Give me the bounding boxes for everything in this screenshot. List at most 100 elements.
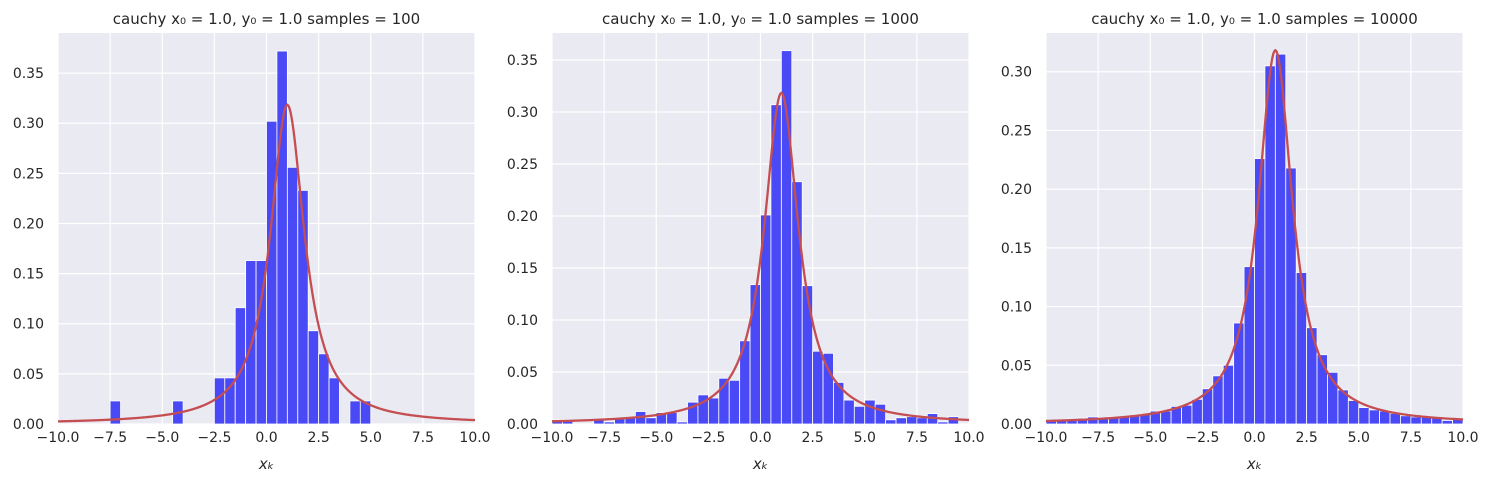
histogram-bar — [307, 330, 320, 425]
histogram-bar — [885, 419, 897, 425]
x-tick-label: −10.0 — [531, 430, 574, 446]
x-tick-label: 10.0 — [459, 430, 490, 446]
histogram-bar — [895, 417, 907, 425]
x-tick-label: −2.5 — [1185, 430, 1219, 446]
histogram-bar — [864, 399, 876, 425]
histogram-bar — [1358, 407, 1370, 425]
histogram-bar — [1347, 400, 1360, 425]
histogram-bar — [1285, 167, 1297, 425]
chart-title: cauchy x₀ = 1.0, y₀ = 1.0 samples = 1000 — [602, 10, 919, 28]
y-tick-label: 0.10 — [13, 317, 44, 333]
histogram-bar — [1243, 266, 1255, 425]
x-tick-label: 2.5 — [307, 430, 329, 446]
x-tick-label: 0.0 — [255, 430, 277, 446]
x-tick-label: 7.5 — [906, 430, 928, 446]
y-tick-label: 0.15 — [1001, 241, 1032, 257]
histogram-bar — [645, 417, 657, 425]
histogram-bar — [906, 416, 918, 425]
y-tick-label: 0.20 — [507, 209, 538, 225]
y-tick-label: 0.05 — [1001, 358, 1032, 374]
x-axis-label: xₖ — [752, 455, 768, 473]
y-tick-label: 0.05 — [507, 365, 538, 381]
y-tick-label: 0.15 — [507, 261, 538, 277]
y-tick-label: 0.30 — [507, 105, 538, 121]
histogram-bar — [266, 120, 278, 425]
cauchy-pdf-line — [551, 91, 970, 423]
y-tick-label: 0.10 — [1001, 300, 1032, 316]
x-axis-label: xₖ — [258, 455, 274, 473]
histogram-bar — [318, 353, 330, 425]
histogram-bar — [224, 377, 236, 425]
x-tick-label: −7.5 — [587, 430, 621, 446]
x-tick-label: −5.0 — [145, 430, 179, 446]
y-tick-label: 0.25 — [1001, 123, 1032, 139]
x-tick-label: 0.0 — [749, 430, 771, 446]
chart-title: cauchy x₀ = 1.0, y₀ = 1.0 samples = 100 — [113, 10, 420, 28]
histogram-bar — [1181, 404, 1193, 425]
x-tick-label: 2.5 — [1295, 430, 1317, 446]
histogram-bar — [1410, 416, 1422, 425]
x-tick-label: −7.5 — [1081, 430, 1115, 446]
y-tick-label: 0.05 — [13, 367, 44, 383]
y-tick-label: 0.10 — [507, 313, 538, 329]
histogram-bar — [874, 403, 886, 425]
x-tick-label: 2.5 — [801, 430, 823, 446]
histogram-bar — [728, 379, 741, 425]
y-tick-label: 0.35 — [13, 66, 44, 82]
y-tick-label: 0.00 — [507, 417, 538, 433]
histogram-bar — [937, 421, 949, 425]
histogram-bar — [1389, 413, 1401, 425]
x-tick-label: 10.0 — [1447, 430, 1478, 446]
x-axis-label: xₖ — [1246, 455, 1262, 473]
chart-panel-samples-1000: −10.0 −7.5 −5.0 −2.5 0.0 2.5 5.0 7.5 10.0 0.00 0.0… — [507, 10, 985, 473]
histogram-bar — [749, 284, 761, 425]
histogram-bar — [853, 405, 866, 425]
x-tick-label: −7.5 — [93, 430, 127, 446]
x-tick-label: −5.0 — [639, 430, 673, 446]
y-tick-label: 0.25 — [13, 166, 44, 182]
x-tick-label: 5.0 — [854, 430, 876, 446]
y-tick-label: 0.20 — [13, 216, 44, 232]
y-tick-label: 0.35 — [507, 53, 538, 69]
histogram-bar — [603, 421, 615, 425]
histogram-bar — [255, 260, 267, 425]
histogram-bar — [297, 190, 309, 425]
x-tick-label: −2.5 — [691, 430, 725, 446]
histogram-bar — [286, 166, 299, 425]
histogram-bar — [213, 377, 226, 425]
x-tick-label: −10.0 — [37, 430, 80, 446]
y-tick-label: 0.00 — [13, 417, 44, 433]
histogram-bar — [676, 421, 688, 425]
histogram-bar — [812, 350, 824, 425]
chart-panel-samples-100: −10.0 −7.5 −5.0 −2.5 0.0 2.5 5.0 7.5 10.0 0.00 0.0… — [13, 10, 491, 473]
histogram-bar — [1379, 410, 1391, 425]
histogram-bar — [349, 400, 361, 425]
chart-title: cauchy x₀ = 1.0, y₀ = 1.0 samples = 1000… — [1091, 10, 1418, 28]
histogram-bar — [359, 400, 372, 425]
histogram-bar — [707, 397, 720, 425]
y-tick-label: 0.30 — [13, 116, 44, 132]
histogram-bar — [1368, 409, 1381, 425]
y-tick-label: 0.20 — [1001, 182, 1032, 198]
histogram-bar — [843, 399, 855, 425]
histogram-bar — [109, 400, 121, 425]
y-tick-label: 0.30 — [1001, 65, 1032, 81]
x-tick-label: 7.5 — [1400, 430, 1422, 446]
x-tick-label: 10.0 — [953, 430, 984, 446]
histogram-bar — [1212, 375, 1224, 425]
x-tick-label: 0.0 — [1243, 430, 1265, 446]
chart-panel-samples-10000: −10.0 −7.5 −5.0 −2.5 0.0 2.5 5.0 7.5 10.0 0.00 0.0… — [1001, 10, 1479, 473]
histogram-bar — [1400, 415, 1412, 425]
cauchy-pdf-line — [57, 103, 476, 423]
histogram-bar — [1316, 354, 1328, 425]
x-tick-label: 5.0 — [1348, 430, 1370, 446]
histogram-bar — [1441, 420, 1453, 425]
histogram-bar — [1191, 398, 1203, 425]
y-tick-label: 0.25 — [507, 157, 538, 173]
histogram-bar — [1222, 364, 1235, 425]
x-tick-label: 7.5 — [412, 430, 434, 446]
histogram-bar — [916, 417, 928, 425]
y-tick-label: 0.15 — [13, 267, 44, 283]
cauchy-pdf-line — [1045, 48, 1464, 423]
